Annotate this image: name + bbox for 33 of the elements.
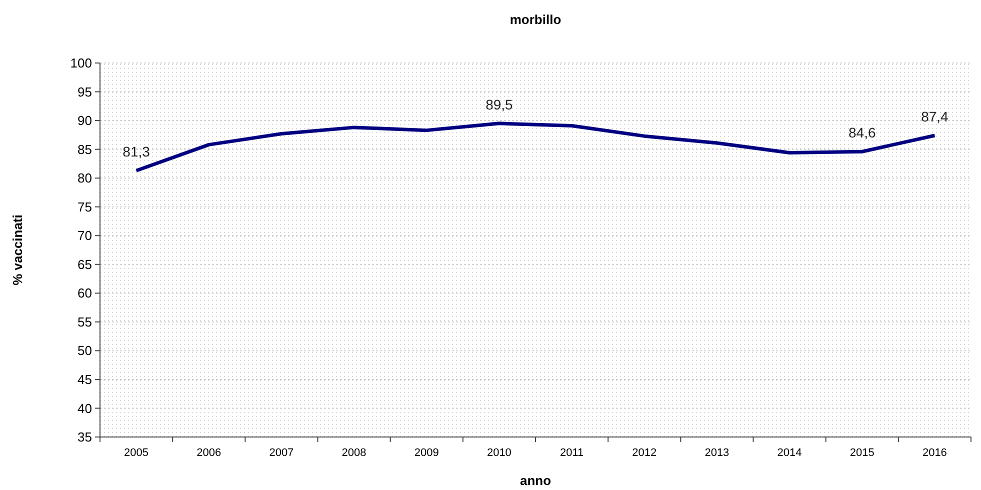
data-label: 87,4 [921,108,949,124]
y-tick-label: 80 [78,170,92,186]
x-tick-label: 2008 [342,447,366,459]
x-tick-label: 2016 [922,447,947,459]
x-tick-label: 2011 [560,447,584,459]
x-tick-label: 2006 [196,447,222,459]
x-tick-label: 2015 [850,447,874,459]
x-tick-label: 2007 [269,447,294,459]
x-tick-label: 2014 [777,447,802,459]
y-tick-label: 90 [78,113,92,128]
data-label: 81,3 [122,144,150,160]
y-tick-label: 40 [78,400,92,416]
y-tick-label: 70 [78,228,92,244]
y-tick-label: 35 [78,430,92,445]
x-tick-label: 2005 [124,447,149,459]
y-tick-label: 60 [78,286,92,301]
data-label: 89,5 [486,96,514,112]
y-tick-label: 85 [78,142,92,157]
y-tick-label: 65 [78,256,92,272]
y-tick-label: 75 [78,199,92,214]
y-tick-label: 95 [78,84,92,100]
chart-title: morbillo [510,12,562,27]
y-tick-label: 55 [78,314,92,330]
y-axis-title: % vaccinati [10,214,25,286]
x-tick-label: 2009 [414,447,439,459]
y-tick-label: 50 [78,343,92,358]
data-label: 84,6 [848,124,876,141]
x-tick-label: 2010 [486,447,512,459]
x-tick-label: 2013 [704,447,730,459]
x-axis-title: anno [520,473,552,488]
x-tick-label: 2012 [632,447,657,459]
y-tick-label: 100 [70,56,92,71]
y-tick-label: 45 [78,372,92,388]
